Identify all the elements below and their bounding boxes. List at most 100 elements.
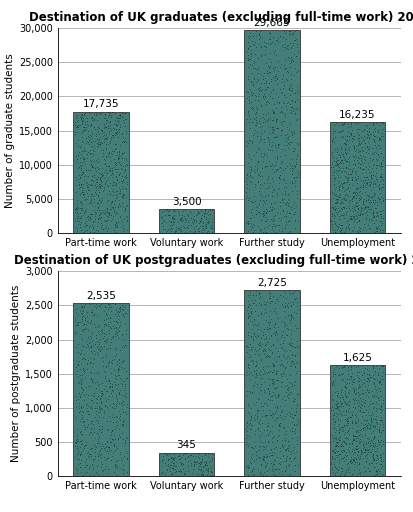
Point	[251, 296, 258, 305]
Point	[338, 455, 345, 463]
Point	[353, 421, 360, 430]
Point	[366, 192, 373, 200]
Point	[278, 343, 285, 351]
Point	[74, 201, 81, 209]
Point	[328, 163, 335, 171]
Point	[108, 205, 115, 214]
Point	[96, 140, 103, 148]
Point	[90, 424, 97, 432]
Point	[115, 365, 121, 373]
Point	[77, 174, 84, 182]
Point	[329, 188, 335, 196]
Point	[336, 442, 343, 450]
Point	[286, 460, 293, 468]
Point	[78, 166, 84, 175]
Point	[338, 198, 345, 206]
Point	[366, 460, 372, 468]
Point	[74, 445, 81, 454]
Point	[170, 214, 177, 222]
Point	[286, 378, 292, 386]
Point	[101, 319, 107, 328]
Point	[275, 185, 281, 193]
Point	[262, 453, 269, 461]
Point	[113, 148, 120, 156]
Point	[96, 380, 103, 388]
Point	[290, 29, 296, 37]
Point	[285, 132, 292, 140]
Point	[245, 63, 252, 71]
Point	[83, 401, 90, 410]
Point	[359, 447, 366, 456]
Point	[372, 172, 378, 180]
Point	[74, 435, 81, 443]
Point	[329, 209, 335, 217]
Point	[251, 75, 258, 83]
Point	[338, 226, 344, 234]
Point	[370, 374, 376, 382]
Point	[267, 346, 273, 354]
Point	[252, 110, 258, 118]
Point	[342, 452, 349, 460]
Point	[94, 342, 101, 350]
Point	[378, 199, 385, 207]
Point	[249, 333, 256, 341]
Point	[258, 354, 264, 362]
Point	[271, 444, 277, 453]
Point	[282, 223, 289, 231]
Point	[77, 371, 84, 379]
Point	[366, 162, 373, 170]
Point	[264, 184, 271, 192]
Point	[343, 400, 350, 409]
Point	[176, 467, 182, 475]
Point	[343, 132, 350, 140]
Point	[344, 176, 350, 184]
Point	[170, 462, 176, 470]
Point	[250, 400, 257, 409]
Point	[121, 452, 127, 460]
Point	[258, 150, 264, 158]
Point	[353, 427, 360, 435]
Point	[292, 65, 298, 73]
Point	[87, 198, 94, 206]
Point	[116, 187, 123, 195]
Point	[332, 417, 338, 425]
Point	[254, 69, 261, 77]
Point	[332, 199, 339, 207]
Point	[113, 120, 119, 129]
Point	[349, 411, 356, 419]
Text: 16,235: 16,235	[339, 110, 375, 120]
Point	[248, 173, 255, 181]
Point	[273, 118, 280, 126]
Point	[255, 406, 261, 414]
Point	[105, 300, 112, 308]
Point	[341, 364, 348, 372]
Point	[246, 162, 253, 170]
Point	[332, 370, 338, 378]
Point	[265, 174, 271, 182]
Point	[161, 449, 168, 457]
Point	[74, 442, 81, 450]
Title: Destination of UK graduates (excluding full-time work) 2008: Destination of UK graduates (excluding f…	[28, 11, 413, 24]
Point	[259, 191, 266, 200]
Point	[373, 173, 380, 181]
Point	[279, 441, 285, 450]
Point	[121, 205, 128, 213]
Point	[369, 445, 375, 454]
Point	[359, 137, 366, 145]
Point	[278, 164, 285, 173]
Point	[258, 460, 264, 468]
Point	[359, 197, 366, 205]
Point	[362, 209, 368, 217]
Point	[333, 403, 339, 412]
Point	[372, 422, 379, 430]
Point	[95, 214, 102, 222]
Point	[267, 292, 273, 301]
Point	[73, 188, 80, 196]
Point	[378, 221, 385, 229]
Point	[290, 104, 297, 112]
Point	[331, 157, 338, 165]
Point	[86, 121, 93, 130]
Point	[267, 396, 274, 404]
Point	[82, 321, 89, 329]
Point	[253, 121, 259, 129]
